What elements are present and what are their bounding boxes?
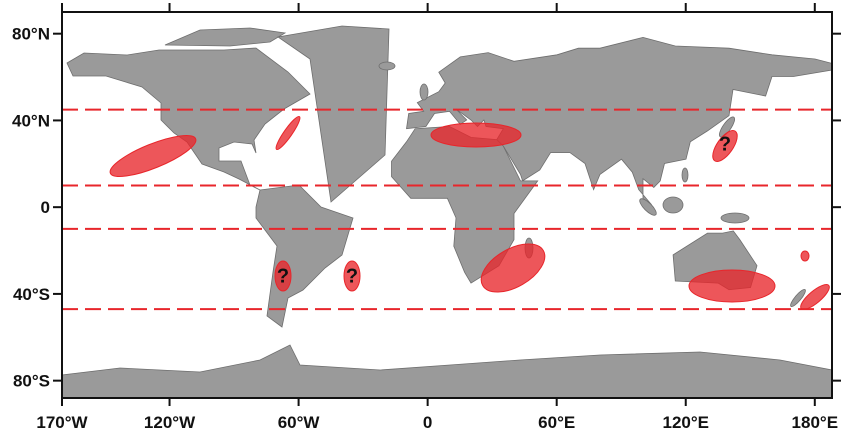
x-tick-label: 60°W: [278, 413, 321, 432]
island: [790, 288, 806, 308]
region: [343, 260, 361, 292]
region: [480, 243, 546, 293]
x-tick-label: 120°W: [144, 413, 196, 432]
arctic-islands: [164, 27, 287, 47]
x-tick-label: 60°E: [538, 413, 575, 432]
north-america: [66, 47, 311, 191]
region: [800, 250, 810, 262]
overlay: [62, 108, 832, 311]
greenland: [276, 25, 390, 203]
frame: [61, 11, 833, 399]
y-tick-label: 0: [41, 198, 50, 217]
island: [419, 83, 429, 101]
region: [712, 130, 738, 162]
x-tick-label: 0: [423, 413, 432, 432]
region: [109, 134, 197, 178]
x-tick-label: 180°E: [792, 413, 839, 432]
region: [274, 260, 292, 292]
annotation: ?: [719, 133, 731, 155]
y-tick-label: 40°S: [13, 285, 50, 304]
x-tick-label: 170°W: [36, 413, 88, 432]
island: [720, 212, 750, 224]
island: [681, 167, 689, 183]
x-tick-label: 120°E: [662, 413, 709, 432]
y-tick-label: 80°N: [12, 25, 50, 44]
y-tick-label: 40°N: [12, 111, 50, 130]
island: [718, 116, 736, 138]
region: [430, 122, 522, 148]
y-tick-label: 80°S: [13, 372, 50, 391]
antarctica: [61, 344, 833, 399]
island: [662, 196, 684, 214]
annotation: ?: [277, 265, 289, 287]
south-america: [255, 184, 354, 328]
region: [275, 115, 301, 151]
island: [378, 61, 396, 71]
regions: ? ? ?: [109, 115, 830, 310]
island: [639, 198, 657, 216]
region: [688, 269, 776, 303]
annotation: ?: [346, 265, 358, 287]
